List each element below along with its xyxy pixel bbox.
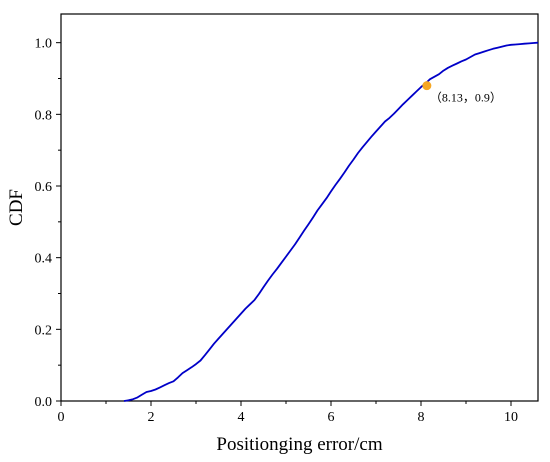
- y-tick-label: 0.4: [35, 252, 53, 267]
- y-tick-label: 0.0: [35, 395, 53, 410]
- y-axis-ticks: 0.0 0.2 0.4 0.6 0.8 1.0: [35, 37, 61, 410]
- x-tick-label: 8: [418, 410, 425, 425]
- x-axis-title: Positionging error/cm: [216, 434, 382, 455]
- y-tick-label: 0.8: [35, 108, 53, 123]
- y-tick-label: 0.2: [35, 323, 53, 338]
- y-axis-title: CDF: [6, 189, 27, 226]
- x-tick-label: 4: [238, 410, 245, 425]
- y-tick-label: 0.6: [35, 180, 53, 195]
- x-tick-label: 10: [504, 410, 518, 425]
- cdf-series-line: [123, 41, 539, 402]
- x-axis-ticks: 0 2 4 6 8 10: [58, 401, 518, 425]
- x-tick-label: 2: [148, 410, 155, 425]
- x-tick-label: 6: [328, 410, 335, 425]
- annotation-layer: （8.13，0.9）: [422, 81, 502, 105]
- highlight-point-marker: [422, 81, 432, 91]
- series-layer: [123, 41, 539, 402]
- y-tick-label: 1.0: [35, 37, 53, 52]
- plot-frame: [60, 13, 539, 402]
- x-tick-label: 0: [58, 410, 65, 425]
- highlight-point-label: （8.13，0.9）: [430, 91, 502, 105]
